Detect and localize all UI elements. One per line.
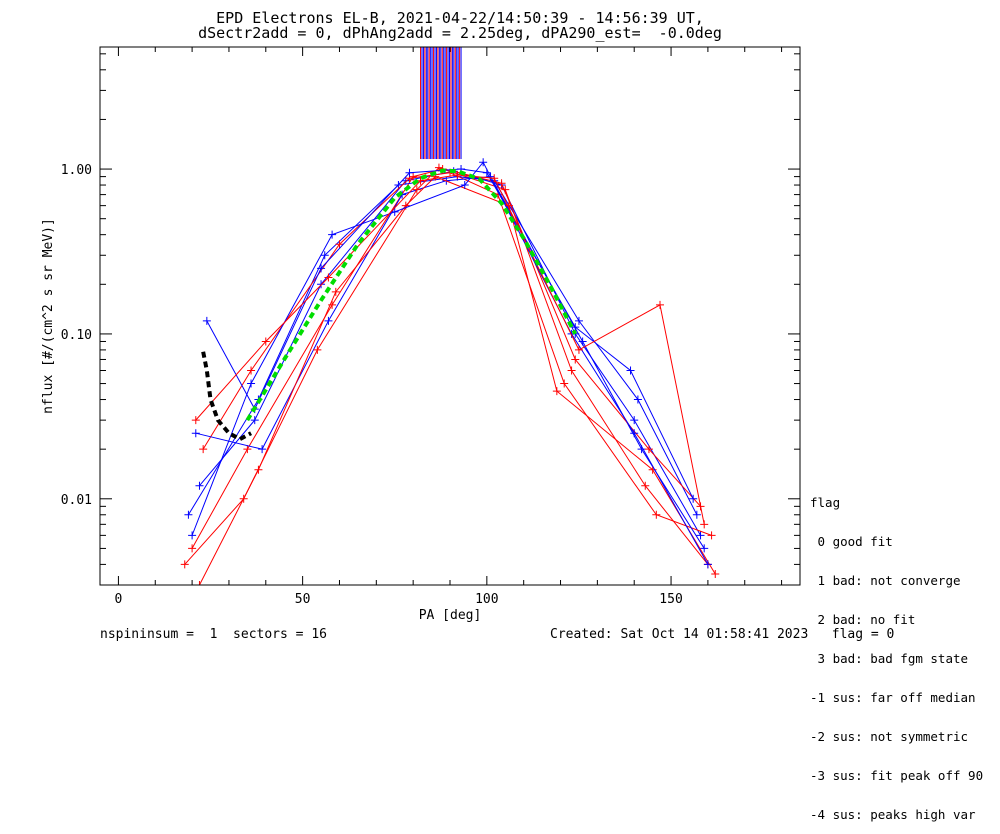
data-point-marker [630,429,639,438]
series-line [184,167,701,565]
data-layer [180,47,720,585]
data-point-marker [652,510,661,519]
data-point-marker [409,172,418,181]
data-point-marker [324,273,333,282]
data-point-marker [250,416,259,425]
data-point-marker [191,416,200,425]
data-point-marker [700,520,709,529]
data-point-marker [567,366,576,375]
data-point-marker [696,531,705,540]
x-tick-label: 150 [659,592,682,607]
y-axis-label: nflux [#/(cm^2 s sr MeV)] [41,218,56,414]
legend-item: -4 sus: peaks high var [810,807,976,822]
data-point-marker [180,560,189,569]
data-point-marker [401,201,410,210]
data-point-marker [195,581,204,585]
legend-item: 2 bad: no fit [810,612,916,627]
data-point-marker [202,316,211,325]
data-point-marker [574,316,583,325]
flag-legend: flag 0 good fit 1 bad: not converge 2 ba… [810,470,983,834]
data-point-marker [626,366,635,375]
data-point-marker [703,560,712,569]
data-point-marker [258,445,267,454]
chart-plot: 0 50 100 150 0.01 0.10 1.00 PA [deg] nflux [#/(c… [41,46,801,623]
data-point-marker [324,316,333,325]
data-point-marker [328,230,337,239]
data-point-marker [571,355,580,364]
data-point-marker [689,494,698,503]
data-point-marker [195,481,204,490]
legend-item: 0 good fit [810,534,893,549]
data-point-marker [641,481,650,490]
data-point-marker [552,387,561,396]
data-point-marker [199,445,208,454]
data-point-marker [184,510,193,519]
data-point-marker [412,185,421,194]
data-point-marker [578,337,587,346]
data-point-marker [453,171,462,180]
data-point-marker [560,379,569,388]
data-point-marker [633,395,642,404]
legend-item: 1 bad: not converge [810,573,961,588]
series-line [195,176,705,549]
data-point-marker [574,345,583,354]
chart-title-line1: EPD Electrons EL-B, 2021-04-22/14:50:39 … [216,9,704,27]
data-point-marker [188,531,197,540]
x-tick-label: 0 [115,592,123,607]
legend-item: 3 bad: bad fgm state [810,651,969,666]
fit-curve [245,168,578,422]
data-point-marker [247,379,256,388]
series-line [191,161,709,565]
footer-created: Created: Sat Oct 14 01:58:41 2023 flag =… [550,627,895,642]
data-point-marker [630,416,639,425]
chart-title-line2: dSectr2add = 0, dPhAng2add = 2.25deg, dP… [198,24,722,42]
y-tick-label: 0.01 [61,493,92,508]
y-tick-label: 1.00 [61,163,92,178]
legend-item: -3 sus: fit peak off 90 [810,768,984,783]
low-pa-fit-curve [201,351,253,442]
plot-frame [99,46,801,586]
series-line [195,174,705,525]
legend-item: -1 sus: far off median [810,690,976,705]
data-point-marker [390,207,399,216]
footer-spin-info: nspininsum = 1 sectors = 16 [100,627,327,642]
data-point-marker [254,465,263,474]
legend-item: -2 sus: not symmetric [810,729,969,744]
data-point-marker [243,445,252,454]
data-point-marker [328,300,337,309]
y-tick-label: 0.10 [61,328,92,343]
data-point-marker [331,287,340,296]
data-point-marker [188,544,197,553]
data-point-marker [460,181,469,190]
data-point-marker [692,510,701,519]
data-point-marker [700,544,709,553]
data-point-marker [490,174,499,183]
data-point-marker [320,251,329,260]
x-tick-label: 100 [475,592,498,607]
data-point-marker [313,345,322,354]
data-point-marker [497,179,506,188]
x-axis-label: PA [deg] [419,608,482,623]
data-point-marker [317,264,326,273]
data-point-marker [644,445,653,454]
legend-title: flag [810,495,841,510]
data-point-marker [335,240,344,249]
series-line [206,168,694,500]
x-tick-label: 50 [295,592,311,607]
data-point-marker [711,569,720,578]
data-point-marker [405,168,414,177]
data-point-marker [656,300,664,309]
data-point-marker [707,531,716,540]
data-point-marker [247,366,256,375]
data-point-marker [191,429,200,438]
data-point-marker [261,337,270,346]
data-point-marker [479,158,488,167]
series-line [199,170,701,536]
series-line [199,176,716,585]
